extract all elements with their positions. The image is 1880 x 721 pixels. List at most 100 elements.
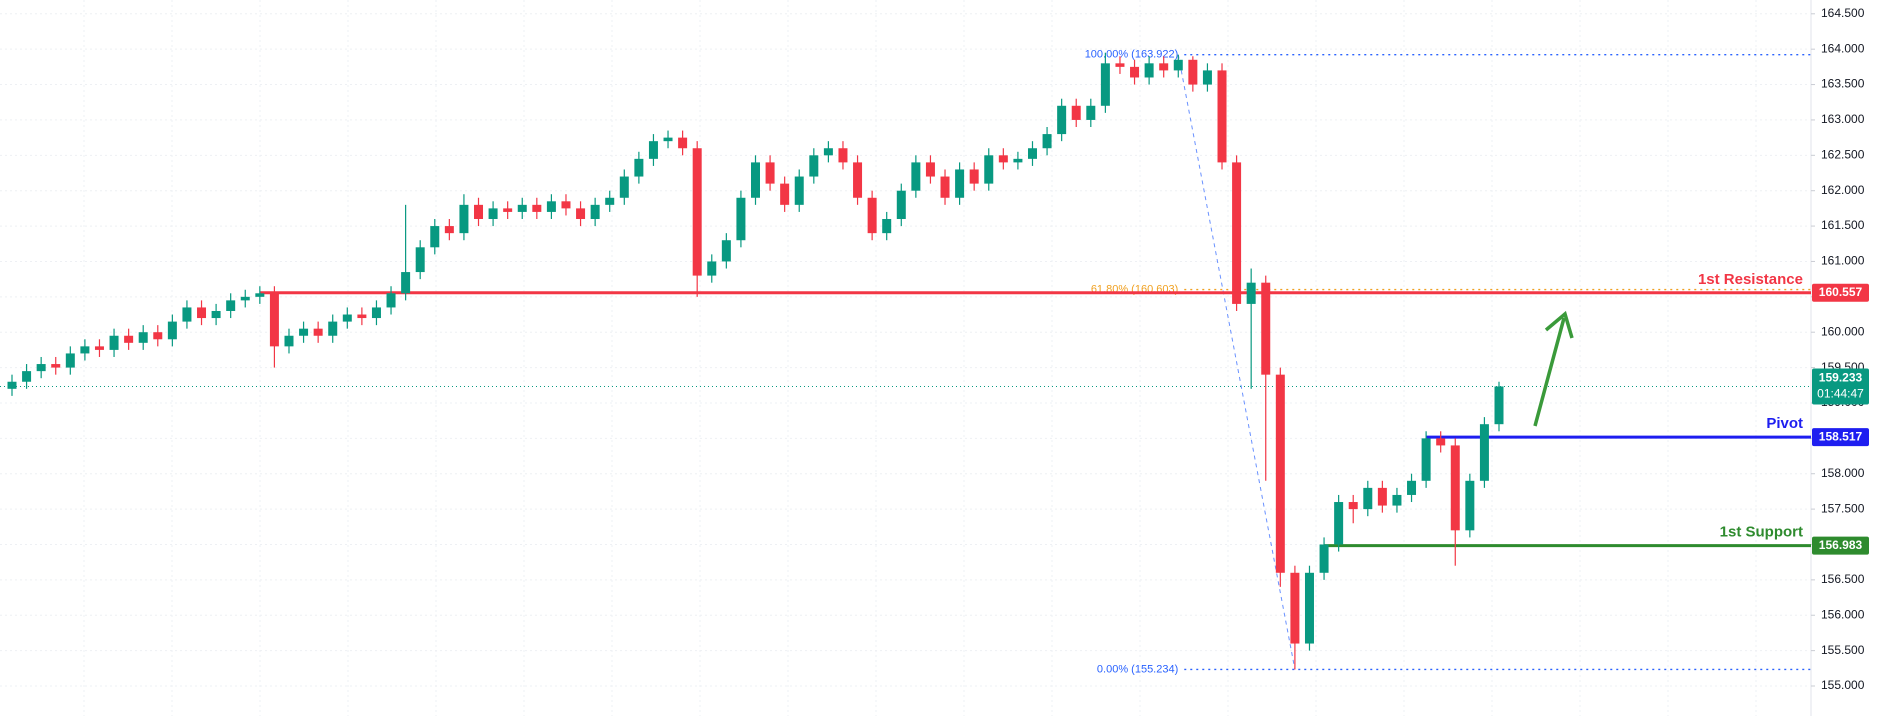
y-tick-label: 162.000	[1821, 183, 1865, 197]
price-tag-label: 159.233	[1819, 371, 1863, 385]
level-tag	[1812, 428, 1869, 447]
candle-body	[1130, 66, 1140, 78]
candle-body	[1115, 63, 1125, 67]
candle-body	[80, 346, 90, 354]
candle-body	[503, 208, 513, 212]
candle-body	[925, 162, 935, 177]
candle-body	[226, 300, 236, 311]
candle-body	[1057, 105, 1067, 135]
candle-body	[371, 307, 381, 319]
candle-body	[240, 296, 250, 301]
candle-body	[1086, 105, 1096, 120]
candle-body	[444, 226, 454, 234]
candle-body	[51, 364, 61, 368]
candle-body	[7, 381, 17, 389]
candle-body	[342, 314, 352, 322]
projection-arrow	[1533, 317, 1566, 427]
y-tick-label: 164.000	[1821, 41, 1865, 55]
candle-body	[998, 155, 1008, 163]
candle-body	[1392, 494, 1402, 506]
candle-body	[532, 204, 542, 212]
fib-label: 0.00% (155.234)	[1097, 663, 1178, 675]
candle-body	[561, 201, 571, 209]
candle-body	[1042, 134, 1052, 149]
candle-body	[1027, 148, 1037, 159]
candle-body	[1479, 424, 1489, 481]
candle-body	[736, 197, 746, 241]
candle-body	[211, 310, 221, 319]
candle-body	[619, 176, 629, 198]
candle-body	[1421, 438, 1431, 481]
candle-body	[1071, 105, 1081, 120]
candle-body	[357, 314, 367, 319]
candle-body	[969, 169, 979, 184]
candle-body	[867, 197, 877, 234]
level-tag-label: 158.517	[1819, 429, 1863, 443]
candle-body	[138, 332, 148, 343]
candle-body	[65, 353, 75, 368]
candle-body	[838, 148, 848, 163]
y-tick-label: 161.500	[1821, 218, 1865, 232]
candle-body	[22, 371, 32, 382]
y-tick-label: 163.500	[1821, 77, 1865, 91]
candle-body	[765, 162, 775, 184]
candle-body	[386, 293, 396, 308]
candle-body	[328, 321, 338, 336]
candle-body	[1202, 70, 1212, 85]
y-tick-label: 162.500	[1821, 147, 1865, 161]
level-name: Pivot	[1766, 415, 1803, 432]
y-tick-label: 155.000	[1821, 678, 1865, 692]
candle-body	[1319, 544, 1329, 573]
candle-body	[284, 335, 294, 347]
candle-body	[182, 307, 192, 322]
candle-body	[430, 226, 440, 248]
candle-body	[1144, 63, 1154, 78]
candle-body	[882, 218, 892, 234]
candle-body	[1173, 59, 1183, 71]
candle-body	[1188, 59, 1198, 85]
candle-body	[401, 272, 411, 294]
candle-body	[648, 141, 658, 159]
candle-body	[707, 261, 717, 276]
candle-body	[663, 137, 673, 142]
candle-body	[780, 183, 790, 205]
candle-body	[109, 335, 119, 350]
candle-body	[1334, 502, 1344, 545]
candle-body	[1275, 374, 1285, 573]
candle-body	[896, 190, 906, 219]
candle-body	[911, 162, 921, 191]
countdown-label: 01:44:47	[1817, 387, 1864, 401]
candle-body	[1100, 63, 1110, 106]
candle-body	[692, 148, 702, 276]
candle-body	[809, 155, 819, 177]
candle-body	[1465, 480, 1475, 531]
candle-body	[1290, 572, 1300, 644]
level-tag	[1812, 536, 1869, 555]
candle-body	[459, 204, 469, 234]
candle-body	[313, 328, 323, 336]
candle-body	[124, 335, 134, 343]
candle-body	[255, 293, 265, 297]
candle-body	[1261, 282, 1271, 375]
candle-body	[197, 307, 207, 319]
candle-body	[1304, 572, 1314, 644]
candle-body	[474, 204, 484, 219]
candle-body	[1246, 282, 1256, 304]
candle-body	[940, 176, 950, 198]
candle-body	[167, 321, 177, 340]
candle-body	[1232, 162, 1242, 304]
y-tick-label: 160.000	[1821, 324, 1865, 338]
candle-body	[590, 204, 600, 219]
y-tick-label: 164.500	[1821, 6, 1865, 20]
candle-body	[1348, 502, 1358, 510]
candle-body	[1494, 386, 1504, 425]
y-tick-label: 156.000	[1821, 607, 1865, 621]
y-tick-label: 163.000	[1821, 112, 1865, 126]
y-tick-label: 156.500	[1821, 572, 1865, 586]
price-tag	[1812, 368, 1869, 405]
level-tag-label: 160.557	[1819, 285, 1863, 299]
candle-body	[299, 328, 309, 336]
candle-body	[546, 201, 556, 212]
